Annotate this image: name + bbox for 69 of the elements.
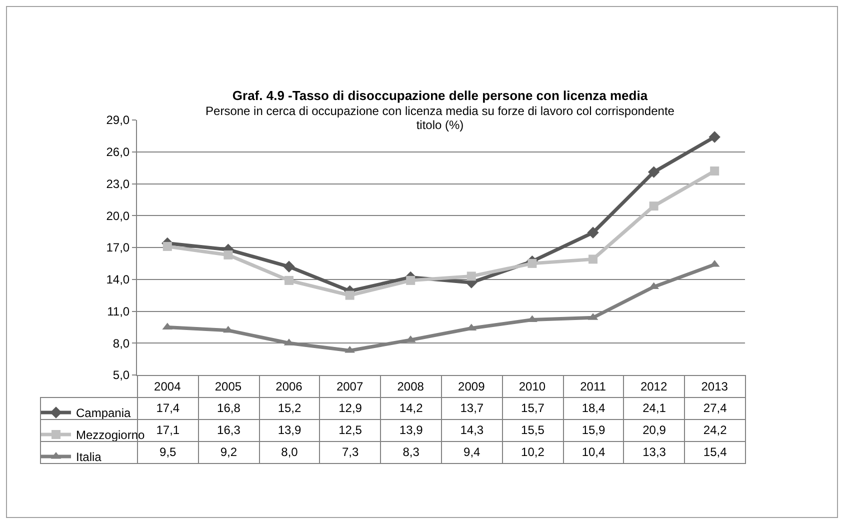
data-label: 15,9: [562, 419, 624, 442]
data-label: 9,4: [441, 441, 503, 464]
point: [649, 202, 658, 211]
chart-title: Graf. 4.9 -Tasso di disoccupazione delle persone con licenza media: [231, 88, 649, 103]
point: [648, 166, 660, 178]
x-tick-label: 2013: [701, 379, 728, 394]
y-tick-label: 17,0: [106, 240, 130, 255]
y-tick-label: 11,0: [107, 304, 130, 318]
data-label: 8,3: [380, 441, 442, 464]
y-tick-label: 14,0: [106, 272, 130, 287]
data-label: 15,5: [502, 419, 564, 442]
y-tick-label: 5,0: [112, 368, 130, 382]
point: [284, 276, 294, 285]
point: [528, 258, 537, 268]
x-tick-label: 2005: [214, 379, 242, 394]
point: [588, 254, 598, 264]
legend-label: Italia: [76, 450, 102, 464]
data-label: 9,5: [137, 441, 199, 464]
data-label: 10,2: [502, 441, 564, 464]
point: [345, 290, 354, 300]
x-tick-label: 2008: [397, 379, 424, 394]
x-tick-label: 2011: [580, 379, 606, 394]
data-label: 18,4: [562, 397, 624, 420]
point: [466, 272, 476, 281]
data-label: 12,9: [319, 397, 382, 420]
point: [648, 282, 659, 290]
data-label: 7,3: [319, 441, 382, 464]
data-label: 13,3: [623, 441, 686, 464]
data-label: 20,9: [623, 419, 686, 442]
point: [710, 166, 720, 176]
legend-label: Campania: [76, 406, 132, 420]
data-label: 24,1: [623, 397, 686, 420]
data-label: 27,4: [684, 397, 746, 420]
x-tick-label: 2006: [276, 379, 303, 394]
x-tick-label: 2012: [640, 379, 668, 394]
x-tick-label: 2009: [458, 379, 486, 394]
data-label: 12,5: [319, 419, 382, 442]
x-tick-label: 2010: [518, 379, 546, 394]
data-label: 17,1: [156, 423, 180, 437]
data-label: 24,2: [684, 419, 746, 442]
data-label: 17,4: [137, 397, 199, 420]
data-label: 16,8: [198, 397, 260, 420]
y-tick-label: 26,0: [106, 145, 130, 160]
data-label: 10,4: [562, 441, 624, 464]
data-label: 13,7: [441, 397, 503, 420]
point: [224, 250, 233, 260]
data-label: 16,3: [198, 419, 260, 442]
y-tick-label: 29,0: [106, 113, 130, 128]
data-label: 14,2: [380, 397, 442, 420]
point: [283, 260, 295, 272]
y-tick-label: 23,0: [106, 176, 130, 191]
point: [708, 131, 720, 143]
data-label: 15,7: [502, 397, 564, 420]
y-tick-label: 8,0: [112, 336, 130, 350]
data-label: 8,0: [258, 441, 320, 464]
data-label: 15,4: [684, 441, 746, 464]
data-label: 15,2: [258, 397, 320, 420]
point: [406, 276, 416, 285]
data-label: 9,2: [198, 441, 260, 464]
chart-subtitle: Persone in cerca di occupazione con licenza media su forze di lavoro col corrispondente titolo (%): [204, 104, 676, 132]
y-tick-label: 20,0: [106, 208, 130, 223]
data-label: 13,9: [380, 419, 442, 442]
data-label: 14,3: [441, 419, 503, 442]
x-tick-label: 2004: [154, 379, 182, 394]
legend-label: Mezzogiorno: [76, 428, 146, 442]
point: [162, 242, 172, 251]
data-label: 13,9: [258, 419, 320, 442]
x-tick-label: 2007: [336, 379, 364, 394]
point: [587, 226, 599, 238]
